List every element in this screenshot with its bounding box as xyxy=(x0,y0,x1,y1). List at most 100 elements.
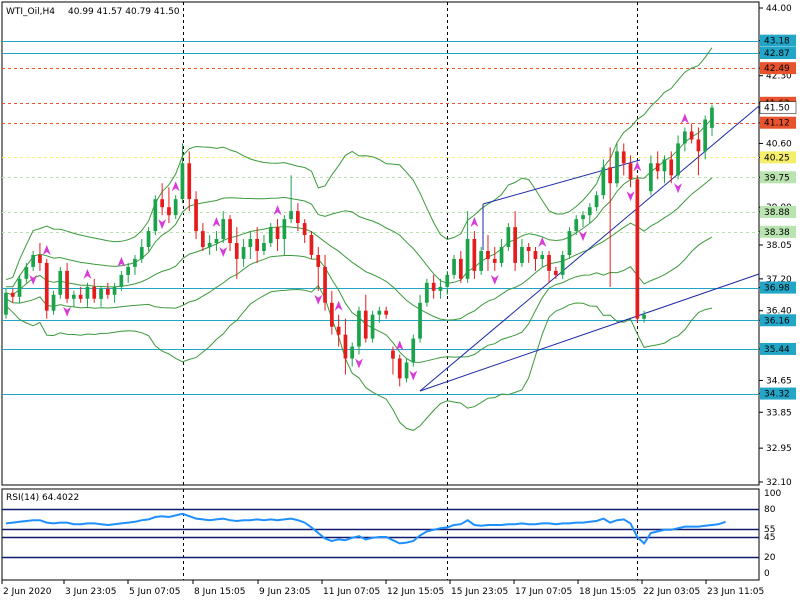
time-axis: 2 Jun 2020 3 Jun 23:05 5 Jun 07:05 8 Jun 15… xyxy=(1,580,764,597)
candle-body xyxy=(540,255,545,259)
current-price-tag-label: 41.50 xyxy=(764,104,790,114)
price-tag-label: 42.49 xyxy=(764,64,790,74)
candle-body xyxy=(479,251,483,271)
candle-body xyxy=(309,235,314,255)
candle-body xyxy=(425,282,429,303)
current-price-tag-box xyxy=(759,101,797,114)
candle-body xyxy=(594,195,599,208)
price-tag-label: 40.25 xyxy=(764,153,790,163)
candle-body xyxy=(554,270,558,275)
fractal-up-arrow-icon xyxy=(680,113,689,124)
candle-body xyxy=(642,314,646,319)
candle-body xyxy=(38,255,42,263)
time-axis-label: 9 Jun 23:05 xyxy=(259,587,310,597)
price-tag-box xyxy=(760,62,796,75)
candle-body xyxy=(384,310,388,315)
price-pane-frame xyxy=(1,1,760,486)
chart-ohlc: 40.99 41.57 40.79 41.50 xyxy=(68,7,180,17)
time-axis-label: 3 Jun 23:05 xyxy=(65,587,116,597)
candle-body xyxy=(126,266,130,275)
candle-body xyxy=(370,314,375,339)
candle-body xyxy=(696,139,701,152)
price-tag-box xyxy=(760,205,796,218)
candle-body xyxy=(201,231,205,247)
candle-body xyxy=(336,326,341,335)
band-middle xyxy=(5,177,713,321)
candle-body xyxy=(683,131,687,144)
candle-body xyxy=(268,227,273,243)
rsi-axis-label: 0 xyxy=(764,569,770,579)
candle-body xyxy=(445,274,450,287)
candle-body xyxy=(676,143,680,176)
candle-body xyxy=(275,227,280,239)
band-lower-outer xyxy=(5,284,713,431)
candle-body xyxy=(655,163,660,172)
candle-body xyxy=(703,119,707,152)
candle-body xyxy=(363,310,368,339)
candle-body xyxy=(438,286,443,291)
candle-body xyxy=(689,131,694,140)
candle-body xyxy=(72,294,76,299)
candle-body xyxy=(492,258,497,263)
price-tag-label: 38.38 xyxy=(764,228,790,238)
price-axis-label: 42.30 xyxy=(766,72,792,82)
price-tag-box xyxy=(760,314,796,327)
candle-body xyxy=(669,159,674,176)
price-axis-label: 36.40 xyxy=(766,307,792,317)
candle-body xyxy=(391,350,395,359)
time-axis-label: 5 Jun 07:05 xyxy=(129,587,180,597)
rsi-axis-label: 55 xyxy=(764,525,775,535)
candle-body xyxy=(65,270,69,299)
candle-body xyxy=(452,258,456,275)
price-tag-label: 39.75 xyxy=(764,173,790,183)
candle-body xyxy=(58,270,63,295)
candle-body xyxy=(214,239,219,243)
candle-body xyxy=(621,151,626,164)
price-axis-label: 40.60 xyxy=(766,139,792,149)
price-tag-box xyxy=(760,47,796,60)
fractal-up-arrow-icon xyxy=(42,244,51,255)
candle-body xyxy=(262,243,266,251)
candle-body xyxy=(581,215,585,220)
fractal-down-arrow-icon xyxy=(219,247,228,258)
fractal-up-arrow-icon xyxy=(470,217,479,228)
candle-body xyxy=(85,286,90,299)
candle-body xyxy=(710,107,714,128)
time-axis-label: 22 Jun 03:05 xyxy=(643,587,700,597)
candle-body xyxy=(160,199,164,208)
time-axis-label: 12 Jun 15:05 xyxy=(387,587,444,597)
candle-body xyxy=(350,346,354,359)
time-axis-label: 23 Jun 11:05 xyxy=(707,587,764,597)
rsi-axis-label: 20 xyxy=(764,553,776,563)
price-axis-label: 32.95 xyxy=(766,444,792,454)
candle-body xyxy=(615,151,619,184)
price-tag-label: 42.87 xyxy=(764,49,790,59)
candle-body xyxy=(526,247,531,251)
candle-body xyxy=(533,251,538,259)
fractal-up-arrow-icon xyxy=(171,181,180,192)
price-tag-box xyxy=(760,342,796,355)
candle-body xyxy=(574,219,579,231)
price-tag-label: 36.16 xyxy=(764,316,790,326)
candle-body xyxy=(112,286,117,295)
candle-body xyxy=(187,163,192,200)
candle-body xyxy=(411,338,416,363)
rsi-series-line xyxy=(5,512,726,545)
candle-body xyxy=(560,255,565,275)
price-tag-box xyxy=(760,387,796,400)
time-axis-label: 8 Jun 15:05 xyxy=(194,587,245,597)
price-axis-label: 32.10 xyxy=(766,478,792,488)
fractal-down-arrow-icon xyxy=(409,370,418,381)
candle-body xyxy=(323,266,327,303)
candle-body xyxy=(133,258,137,267)
fractal-up-arrow-icon xyxy=(538,236,547,247)
price-tag-label: 35.44 xyxy=(764,345,790,355)
candle-body xyxy=(44,262,49,311)
candle-body xyxy=(499,247,504,263)
candle-body xyxy=(24,266,29,279)
band-upper-outer xyxy=(5,47,713,281)
candle-body xyxy=(31,255,35,267)
candle-body xyxy=(173,199,178,216)
